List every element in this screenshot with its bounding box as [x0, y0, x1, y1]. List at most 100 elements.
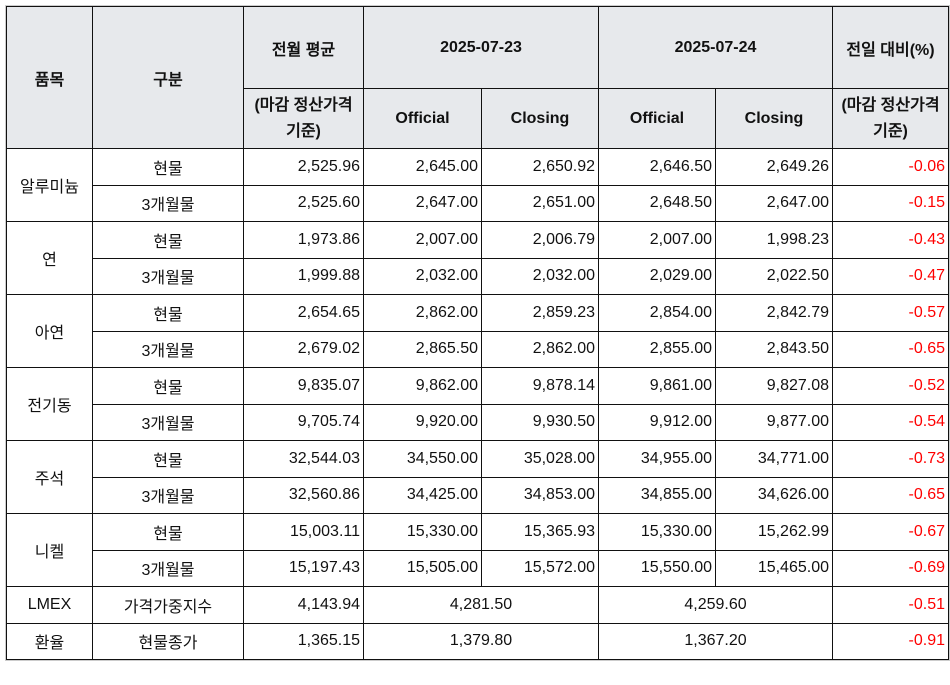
category: 3개월물: [92, 184, 244, 222]
header-daily-change: 전일 대비(%): [832, 6, 949, 89]
prev-month-avg: 9,705.74: [243, 403, 364, 441]
date1-closing: 2,006.79: [481, 221, 599, 259]
table-row: 3개월물 2,679.02 2,865.50 2,862.00 2,855.00 2,84…: [7, 330, 949, 368]
date1-closing: 34,853.00: [481, 476, 599, 514]
prev-month-avg: 1,973.86: [243, 221, 364, 259]
table-row: 전기동 현물 9,835.07 9,862.00 9,878.14 9,861.00 9,8…: [6, 367, 949, 441]
category: 3개월물: [92, 403, 244, 441]
date2-value: 1,367.20: [598, 622, 833, 660]
prev-month-avg: 2,525.60: [243, 184, 364, 222]
date2-official: 34,855.00: [598, 476, 716, 514]
header-prev-month-avg: 전월 평균: [243, 6, 364, 89]
date2-value: 4,259.60: [598, 586, 833, 624]
date1-official: 34,550.00: [363, 440, 482, 478]
date1-official: 9,862.00: [363, 367, 482, 405]
header-item: 품목: [6, 6, 93, 149]
prev-month-avg: 9,835.07: [243, 367, 364, 405]
date2-official: 2,007.00: [598, 221, 716, 259]
date1-official: 2,645.00: [363, 148, 482, 186]
date1-closing: 15,572.00: [481, 549, 599, 587]
category: 현물: [92, 367, 244, 405]
prev-month-avg: 2,679.02: [243, 330, 364, 368]
daily-change: -0.65: [832, 330, 949, 368]
table-row: 3개월물 1,999.88 2,032.00 2,032.00 2,029.00 2,02…: [7, 257, 949, 295]
item-name: 아연: [6, 294, 93, 368]
date2-official: 2,646.50: [598, 148, 716, 186]
category: 3개월물: [92, 257, 244, 295]
category: 3개월물: [92, 549, 244, 587]
date2-official: 9,912.00: [598, 403, 716, 441]
daily-change: -0.43: [832, 221, 949, 259]
item-name: 전기동: [6, 367, 93, 441]
date1-closing: 2,650.92: [481, 148, 599, 186]
date2-official: 2,648.50: [598, 184, 716, 222]
date1-closing: 15,365.93: [481, 513, 599, 551]
header-date2-closing: Closing: [715, 88, 833, 149]
daily-change: -0.91: [832, 622, 949, 660]
date2-official: 9,861.00: [598, 367, 716, 405]
category: 현물: [92, 513, 244, 551]
date2-official: 15,330.00: [598, 513, 716, 551]
item-name: 주석: [6, 440, 93, 514]
date2-closing: 15,465.00: [715, 549, 833, 587]
date1-official: 2,862.00: [363, 294, 482, 332]
daily-change: -0.54: [832, 403, 949, 441]
category: 현물: [92, 294, 244, 332]
daily-change: -0.57: [832, 294, 949, 332]
date2-closing: 2,842.79: [715, 294, 833, 332]
date1-official: 9,920.00: [363, 403, 482, 441]
category: 현물: [92, 148, 244, 186]
date1-official: 15,330.00: [363, 513, 482, 551]
prev-month-avg: 32,544.03: [243, 440, 364, 478]
prev-month-avg: 2,654.65: [243, 294, 364, 332]
date2-closing: 34,771.00: [715, 440, 833, 478]
category: 현물종가: [92, 622, 244, 660]
daily-change: -0.47: [832, 257, 949, 295]
prev-month-avg: 15,197.43: [243, 549, 364, 587]
item-name: 알루미늄: [6, 148, 93, 222]
daily-change: -0.69: [832, 549, 949, 587]
daily-change: -0.52: [832, 367, 949, 405]
date1-official: 2,647.00: [363, 184, 482, 222]
header-category: 구분: [92, 6, 244, 149]
table-row: LMEX 가격가중지수 4,143.94 4,281.50 4,259.60 -0.51: [6, 586, 949, 624]
item-name: 연: [6, 221, 93, 295]
table-row: 주석 현물 32,544.03 34,550.00 35,028.00 34,955.00…: [6, 440, 949, 514]
date2-closing: 9,877.00: [715, 403, 833, 441]
table-row: 연 현물 1,973.86 2,007.00 2,006.79 2,007.00 1,998…: [6, 221, 949, 295]
item-name: 니켈: [6, 513, 93, 587]
category: 현물: [92, 221, 244, 259]
header-prev-month-avg-note: (마감 정산가격 기준): [243, 88, 364, 149]
date2-closing: 2,649.26: [715, 148, 833, 186]
category: 3개월물: [92, 330, 244, 368]
prev-month-avg: 32,560.86: [243, 476, 364, 514]
date2-closing: 1,998.23: [715, 221, 833, 259]
date2-closing: 2,022.50: [715, 257, 833, 295]
date2-official: 2,029.00: [598, 257, 716, 295]
header-date2-official: Official: [598, 88, 716, 149]
date2-official: 2,855.00: [598, 330, 716, 368]
table-row: 3개월물 2,525.60 2,647.00 2,651.00 2,648.50 2,64…: [7, 184, 949, 222]
date1-official: 2,032.00: [363, 257, 482, 295]
prev-month-avg: 2,525.96: [243, 148, 364, 186]
header-date1-official: Official: [363, 88, 482, 149]
date2-closing: 15,262.99: [715, 513, 833, 551]
date1-closing: 2,862.00: [481, 330, 599, 368]
category: 가격가중지수: [92, 586, 244, 624]
date2-official: 34,955.00: [598, 440, 716, 478]
date1-official: 2,865.50: [363, 330, 482, 368]
header-daily-change-note: (마감 정산가격 기준): [832, 88, 949, 149]
daily-change: -0.73: [832, 440, 949, 478]
category: 3개월물: [92, 476, 244, 514]
date1-official: 15,505.00: [363, 549, 482, 587]
table-row: 3개월물 9,705.74 9,920.00 9,930.50 9,912.00 9,87…: [7, 403, 949, 441]
date2-closing: 2,843.50: [715, 330, 833, 368]
date1-value: 1,379.80: [363, 622, 599, 660]
table-row: 아연 현물 2,654.65 2,862.00 2,859.23 2,854.00 2,84…: [6, 294, 949, 368]
date2-official: 2,854.00: [598, 294, 716, 332]
item-name: LMEX: [6, 586, 93, 624]
table-row: 니켈 현물 15,003.11 15,330.00 15,365.93 15,330.00…: [6, 513, 949, 587]
date1-closing: 35,028.00: [481, 440, 599, 478]
item-name: 환율: [6, 622, 93, 660]
table-row: 3개월물 15,197.43 15,505.00 15,572.00 15,550.00…: [7, 549, 949, 587]
